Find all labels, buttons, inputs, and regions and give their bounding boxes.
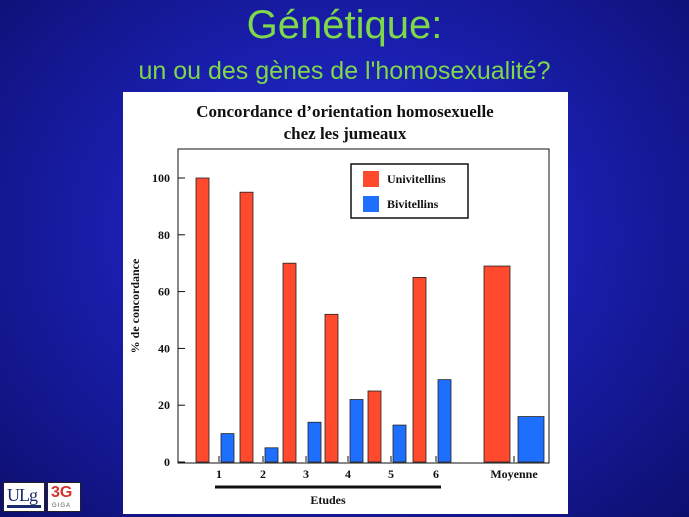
legend: Univitellins Bivitellins (350, 163, 469, 219)
bar-bivitellins (517, 416, 545, 463)
legend-label-univitellins: Univitellins (387, 172, 446, 186)
bar-univitellins (324, 313, 339, 463)
bar-bivitellins (392, 424, 407, 463)
chart-title-line2: chez les jumeaux (284, 124, 407, 143)
bar-univitellins (239, 191, 254, 463)
x-tick-label: 2 (260, 467, 266, 481)
x-axis-label: Etudes (310, 493, 346, 507)
x-tick-label: 6 (433, 467, 439, 481)
x-tick-label: 5 (388, 467, 394, 481)
y-tick-label: 60 (158, 285, 170, 299)
y-tick-label: 100 (152, 171, 170, 185)
giga-logo-subtext: GIGA (52, 503, 72, 509)
bar-univitellins (367, 390, 382, 463)
x-tick-label: 3 (303, 467, 309, 481)
x-tick-label: 4 (345, 467, 351, 481)
bar-bivitellins (220, 433, 235, 463)
y-axis: 0 20 40 60 80 100 (152, 171, 185, 469)
y-tick-label: 80 (158, 228, 170, 242)
ulg-logo: ULg (3, 482, 45, 512)
x-tick-label: 1 (216, 467, 222, 481)
bar-univitellins (483, 265, 511, 463)
legend-label-bivitellins: Bivitellins (387, 197, 439, 211)
bar-bivitellins (349, 399, 364, 463)
bar-univitellins (282, 262, 297, 463)
bar-bivitellins (437, 379, 452, 463)
x-axis: 1 2 3 4 5 6 Moyenne (216, 456, 538, 481)
y-tick-label: 20 (158, 398, 170, 412)
legend-swatch-bivitellins (363, 196, 379, 212)
slide-subtitle: un ou des gènes de l'homosexualité? (138, 57, 551, 85)
y-axis-label: % de concordance (128, 258, 142, 353)
bars-group (195, 177, 545, 463)
ulg-logo-bar (7, 505, 41, 508)
giga-logo: 3G GIGA (47, 482, 81, 512)
plot-frame (177, 148, 550, 464)
legend-swatch-univitellins (363, 171, 379, 187)
bar-univitellins (412, 276, 427, 463)
giga-logo-text: 3G (51, 484, 73, 501)
bar-chart: Concordance d’orientation homosexuelle c… (128, 102, 550, 507)
slide-title: Génétique: (246, 3, 443, 47)
bar-univitellins (195, 177, 210, 463)
chart-panel: Concordance d’orientation homosexuelle c… (123, 92, 568, 514)
bar-bivitellins (264, 447, 279, 463)
ulg-logo-text: ULg (7, 485, 38, 505)
y-tick-label: 0 (164, 455, 170, 469)
bar-bivitellins (307, 421, 322, 463)
x-tick-label: Moyenne (490, 467, 538, 481)
chart-title-line1: Concordance d’orientation homosexuelle (196, 102, 494, 121)
y-tick-label: 40 (158, 341, 170, 355)
